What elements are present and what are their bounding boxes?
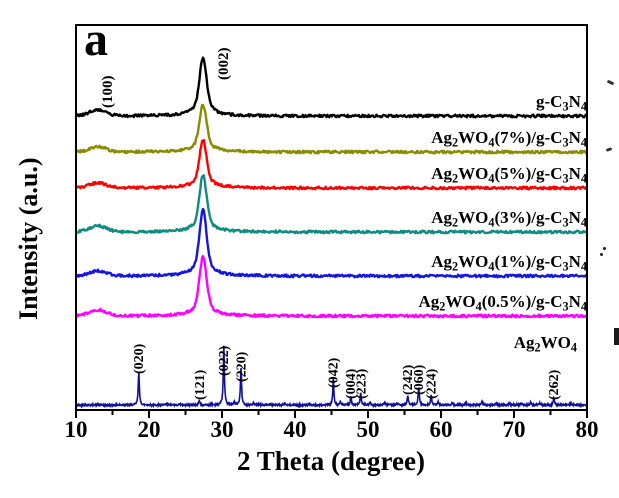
reference-pattern-curve: [75, 345, 588, 409]
x-axis-label: 2 Theta (degree): [237, 446, 425, 476]
series-label-3: Ag2WO4(3%)/g-C3N4: [431, 208, 587, 230]
hkl-peak-label: (224): [425, 368, 440, 399]
hkl-peak-label: (060): [412, 364, 427, 395]
hkl-peak-label: (020): [132, 343, 147, 374]
series-label-5: Ag2WO4(0.5%)/g-C3N4: [418, 292, 587, 314]
adjacent-panel-fragment: [603, 247, 606, 250]
reference-pattern-label: Ag2WO4: [513, 333, 577, 355]
x-tick-label: 30: [211, 417, 234, 442]
x-tick-label: 10: [65, 417, 88, 442]
x-tick-label: 50: [357, 417, 380, 442]
hkl-peak-label: (002): [216, 48, 232, 81]
x-tick-label: 80: [576, 417, 599, 442]
adjacent-panel-fragment: [614, 328, 619, 345]
x-tick-label: 60: [430, 417, 453, 442]
hkl-peak-label: (262): [547, 369, 562, 400]
series-label-1: Ag2WO4(7%)/g-C3N4: [431, 128, 587, 150]
y-axis-label: Intensity (a.u.): [14, 157, 43, 320]
xrd-curve-3: [75, 174, 588, 235]
series-label-4: Ag2WO4(1%)/g-C3N4: [431, 252, 587, 274]
xrd-curve-1: [75, 103, 588, 155]
hkl-peak-label: (242): [401, 364, 416, 395]
hkl-peak-label: (220): [234, 351, 249, 382]
hkl-peak-label: (004): [344, 368, 359, 399]
hkl-peak-label: (223): [354, 368, 369, 399]
adjacent-panel-fragment: [600, 253, 603, 256]
hkl-peak-label: (042): [327, 357, 342, 388]
xrd-curve-5: [75, 255, 587, 319]
x-tick-label: 70: [503, 417, 526, 442]
x-tick-label: 40: [284, 417, 307, 442]
panel-letter: a: [84, 13, 108, 66]
series-label-0: g-C3N4: [536, 92, 587, 114]
xrd-curve-0: [74, 56, 588, 119]
hkl-peak-label: (022): [217, 345, 232, 376]
xrd-curve-2: [75, 138, 588, 191]
x-tick-label: 20: [138, 417, 161, 442]
xrd-curve-4: [75, 207, 588, 279]
hkl-peak-label: (100): [100, 76, 116, 108]
hkl-peak-label: (121): [193, 369, 208, 400]
series-label-2: Ag2WO4(5%)/g-C3N4: [431, 164, 587, 186]
